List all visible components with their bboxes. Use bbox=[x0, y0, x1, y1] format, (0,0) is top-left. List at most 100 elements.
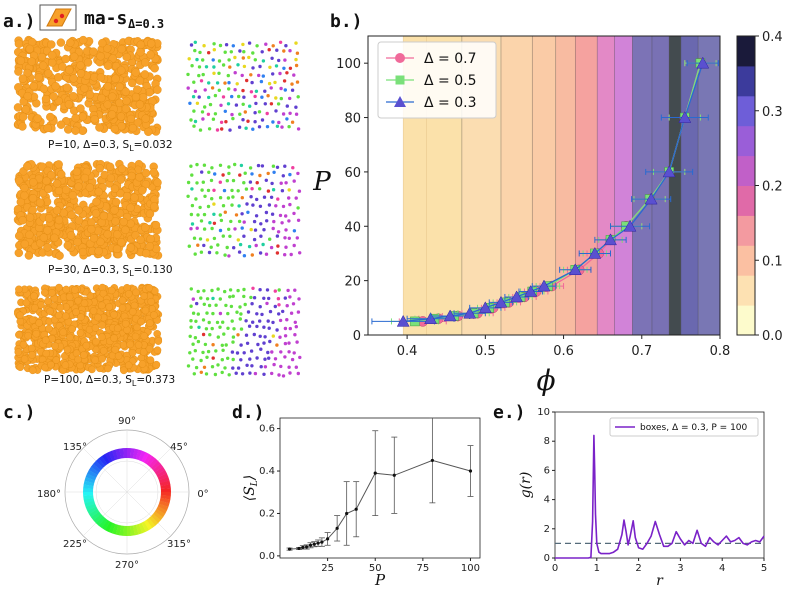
orientation-dot bbox=[276, 297, 281, 301]
colorwheel-segment bbox=[101, 453, 110, 465]
orientation-dot bbox=[239, 358, 243, 362]
orientation-dot bbox=[292, 73, 296, 77]
orientation-dot bbox=[233, 71, 237, 75]
particle bbox=[76, 329, 85, 337]
snapshot-orientation-p10 bbox=[186, 40, 301, 132]
orientation-dot bbox=[201, 332, 206, 337]
orientation-dot bbox=[262, 228, 266, 232]
particle bbox=[149, 168, 159, 177]
orientation-dot bbox=[195, 162, 199, 167]
orientation-dot bbox=[191, 297, 195, 301]
x-tick-label: 0.6 bbox=[553, 344, 574, 359]
particle bbox=[18, 74, 28, 83]
orientation-dot bbox=[226, 196, 231, 200]
orientation-dot bbox=[249, 73, 253, 77]
orientation-dot bbox=[234, 371, 238, 375]
orientation-dot bbox=[226, 73, 230, 78]
particle bbox=[43, 123, 52, 133]
orientation-dot bbox=[260, 118, 265, 122]
orientation-dot bbox=[229, 50, 233, 54]
particle bbox=[95, 164, 105, 173]
polar-angle-label: 315° bbox=[167, 539, 191, 550]
orientation-dot bbox=[239, 343, 243, 347]
particle bbox=[106, 173, 116, 183]
snapshot-orientation-p30 bbox=[186, 162, 302, 258]
colorwheel-segment bbox=[83, 494, 94, 500]
particle bbox=[122, 96, 131, 106]
particle bbox=[22, 298, 31, 307]
particle bbox=[29, 178, 38, 187]
orientation-dot bbox=[239, 163, 244, 168]
particle bbox=[50, 233, 59, 243]
background-band bbox=[532, 36, 556, 335]
colorwheel-segment bbox=[95, 516, 106, 526]
orientation-dot bbox=[253, 94, 257, 99]
particle bbox=[39, 84, 49, 94]
colorwheel-segment bbox=[129, 525, 135, 536]
particle bbox=[99, 346, 108, 355]
background-band bbox=[614, 36, 633, 335]
colorbar-level bbox=[737, 245, 755, 276]
orientation-dot bbox=[286, 288, 290, 293]
orientation-dot bbox=[237, 125, 242, 129]
particle bbox=[131, 68, 140, 77]
orientation-dot bbox=[283, 341, 288, 346]
orientation-dot bbox=[296, 127, 301, 131]
orientation-dot bbox=[196, 339, 201, 344]
orientation-dot bbox=[246, 119, 250, 123]
orientation-dot bbox=[288, 49, 292, 53]
orientation-dot bbox=[258, 288, 262, 292]
legend-box bbox=[609, 417, 759, 437]
orientation-dot bbox=[285, 318, 289, 322]
colorbar-level bbox=[737, 275, 755, 306]
snapshot-orange-p100 bbox=[13, 283, 163, 375]
orientation-dot bbox=[284, 245, 288, 249]
particle bbox=[118, 296, 127, 305]
colorwheel-segment bbox=[98, 518, 108, 529]
particle bbox=[108, 54, 117, 63]
orientation-dot bbox=[279, 96, 283, 101]
colorwheel-segment bbox=[90, 511, 102, 521]
orientation-dot bbox=[247, 55, 251, 60]
orientation-dot bbox=[267, 356, 271, 360]
orientation-dot bbox=[238, 173, 242, 177]
orientation-dot bbox=[218, 180, 222, 184]
data-point bbox=[312, 542, 316, 546]
polar-angle-label: 135° bbox=[63, 442, 87, 453]
particle bbox=[146, 319, 154, 328]
particle bbox=[99, 211, 109, 221]
colorbar-level bbox=[737, 305, 755, 336]
orientation-dot bbox=[242, 287, 246, 292]
orientation-dot bbox=[213, 372, 218, 377]
particle bbox=[82, 341, 91, 350]
colorbar-level bbox=[737, 185, 755, 216]
particle bbox=[145, 284, 154, 292]
orientation-dot bbox=[199, 250, 204, 254]
particle bbox=[133, 85, 142, 94]
orientation-dot bbox=[290, 120, 295, 124]
orientation-dot bbox=[283, 253, 287, 257]
particle bbox=[90, 114, 99, 124]
orientation-dot bbox=[226, 326, 230, 330]
particle bbox=[41, 336, 50, 345]
orientation-dot bbox=[196, 243, 200, 247]
orientation-dot bbox=[266, 171, 270, 176]
colorwheel-segment bbox=[88, 509, 100, 518]
particle bbox=[20, 239, 29, 249]
particle bbox=[110, 205, 119, 215]
particle bbox=[99, 289, 108, 298]
orientation-dot bbox=[264, 42, 268, 46]
orientation-dot bbox=[273, 289, 277, 293]
particle bbox=[39, 61, 48, 70]
particle bbox=[141, 114, 150, 123]
particle bbox=[56, 120, 66, 129]
particle bbox=[51, 81, 60, 91]
orientation-dot bbox=[225, 179, 229, 183]
orientation-dot bbox=[252, 237, 257, 242]
orientation-dot bbox=[254, 89, 259, 94]
orientation-dot bbox=[202, 243, 206, 248]
orientation-dot bbox=[253, 111, 257, 115]
orientation-dot bbox=[231, 44, 235, 48]
orientation-dot bbox=[263, 89, 267, 93]
particle bbox=[117, 164, 127, 174]
